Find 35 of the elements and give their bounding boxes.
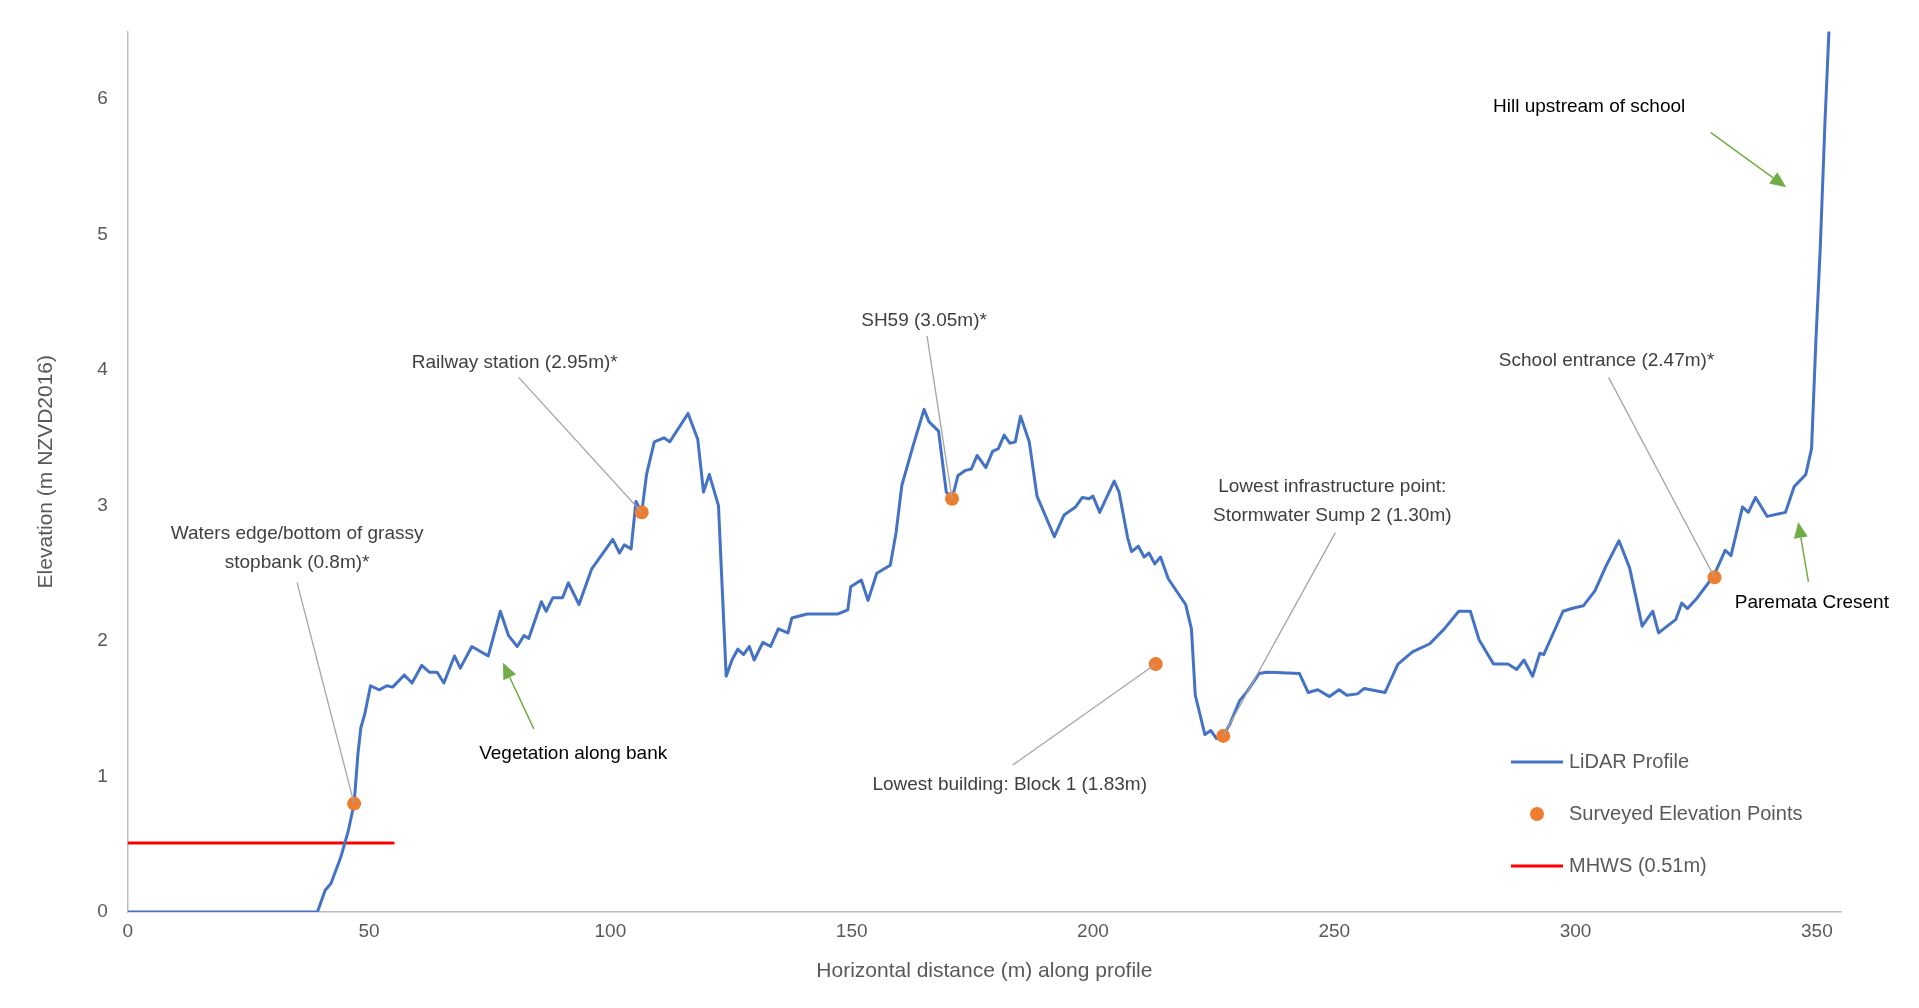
annotation: Vegetation along bank (479, 741, 668, 763)
point (1707, 570, 1722, 585)
annotation: Lowest infrastructure point: Stormwater Sump 2 (1.30m) (1212, 474, 1452, 525)
x-tick-label: 250 (1318, 919, 1351, 941)
x-tick-label: 200 (1077, 919, 1109, 941)
x-axis-title: Horizontal distance (m) along profile (816, 958, 1153, 982)
legend-label: MHWS (0.51m) (1569, 853, 1707, 876)
x-tick-label: 300 (1559, 919, 1592, 941)
legend-label: Surveyed Elevation Points (1569, 801, 1803, 824)
annotation: Paremata Cresent (1734, 591, 1890, 613)
y-tick-label: 1 (97, 764, 108, 786)
annotation: Lowest building: Block 1 (1.83m) (872, 773, 1147, 795)
y-tick-label: 5 (97, 222, 108, 244)
y-tick-label: 0 (97, 900, 108, 922)
x-tick-label: 350 (1801, 919, 1833, 941)
annotation: School entrance (2.47m)* (1498, 348, 1715, 370)
legend-label: LiDAR Profile (1569, 749, 1690, 772)
x-tick-label: 150 (835, 919, 868, 941)
y-axis-title: Elevation (m NZVD2016) (33, 354, 57, 589)
point (634, 505, 649, 520)
y-tick-label: 2 (97, 629, 108, 651)
annotation: Waters edge/bottom of grassy stopbank (0.8m)* (170, 522, 424, 573)
annotation: SH59 (3.05m)* (861, 309, 988, 331)
x-tick-label: 50 (358, 919, 380, 941)
annotation: Railway station (2.95m)* (411, 350, 619, 372)
point (1148, 657, 1163, 672)
y-tick-label: 3 (97, 493, 108, 515)
point (347, 796, 362, 811)
x-tick-label: 100 (594, 919, 627, 941)
x-tick-label: 0 (122, 919, 134, 941)
point (945, 491, 960, 506)
point (1216, 728, 1231, 743)
annotation: Hill upstream of school (1493, 95, 1686, 117)
y-tick-label: 6 (97, 87, 108, 109)
y-tick-label: 4 (97, 358, 109, 380)
